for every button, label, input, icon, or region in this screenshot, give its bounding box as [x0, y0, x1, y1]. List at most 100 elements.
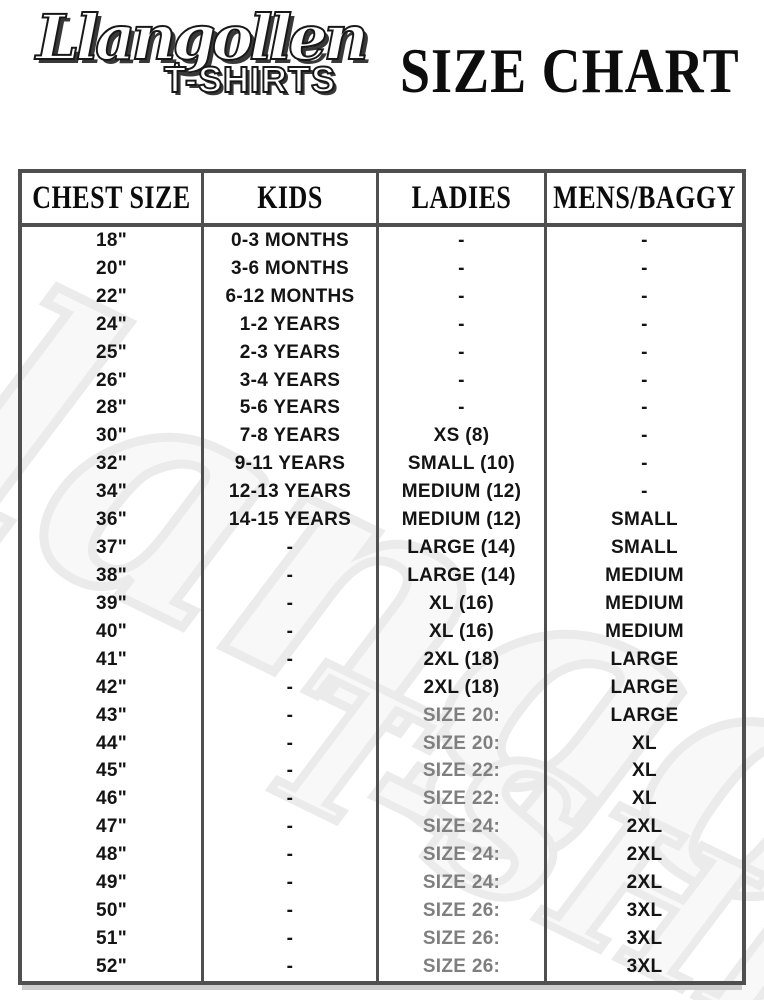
cell-ladies: SIZE 26:	[379, 952, 547, 981]
cell-mens-baggy: MEDIUM	[605, 592, 684, 614]
cell-kids: 3-6 MONTHS	[204, 254, 379, 283]
cell-kids: -	[204, 534, 379, 563]
cell-kids: 0-3 MONTHS	[204, 227, 379, 255]
cell-mens-baggy: -	[641, 341, 648, 363]
cell-mens-baggy: -	[641, 257, 648, 279]
cell-chest-size: 45"	[22, 757, 204, 786]
cell-kids: 5-6 YEARS	[204, 394, 379, 423]
cell-mens-baggy: MEDIUM	[605, 565, 684, 587]
table-row: 44" - SIZE 20: XL	[22, 729, 742, 758]
table-row: 50" - SIZE 26: 3XL	[22, 897, 742, 926]
cell-kids: 9-11 YEARS	[204, 450, 379, 479]
cell-mens-baggy: -	[641, 369, 648, 391]
cell-kids: 7-8 YEARS	[204, 422, 379, 451]
table-row: 34" 12-13 YEARS MEDIUM (12) -	[22, 478, 742, 507]
cell-mens-baggy: 3XL	[626, 900, 663, 922]
cell-ladies: 2XL (18)	[379, 645, 547, 674]
table-row: 28" 5-6 YEARS - -	[22, 394, 742, 423]
cell-kids: 14-15 YEARS	[204, 506, 379, 535]
cell-ladies: SIZE 24:	[379, 869, 547, 898]
cell-chest-size: 42"	[22, 673, 204, 702]
table-row: 32" 9-11 YEARS SMALL (10) -	[22, 450, 742, 479]
cell-ladies: MEDIUM (12)	[379, 478, 547, 507]
cell-kids: -	[204, 589, 379, 618]
cell-ladies: SMALL (10)	[379, 450, 547, 479]
cell-mens-baggy: XL	[632, 732, 657, 754]
cell-ladies: XL (16)	[379, 589, 547, 618]
cell-chest-size: 43"	[22, 701, 204, 730]
cell-mens-baggy: 3XL	[626, 928, 663, 949]
cell-kids: 3-4 YEARS	[204, 366, 379, 395]
cell-chest-size: 52"	[22, 952, 204, 981]
cell-ladies: -	[379, 338, 547, 367]
cell-ladies: SIZE 26:	[379, 897, 547, 926]
cell-mens-baggy: SMALL	[611, 509, 678, 531]
table-row: 42" -2XL (18) LARGE	[22, 673, 742, 702]
cell-chest-size: 20"	[22, 254, 204, 283]
cell-ladies: SIZE 26:	[379, 925, 547, 953]
table-body: 18" 0-3 MONTHS - -20" 3-6 MONTHS - -22" 6-12 MO…	[22, 227, 742, 981]
table-row: 37" - LARGE (14) SMALL	[22, 534, 742, 563]
cell-ladies: SIZE 22:	[379, 757, 547, 786]
cell-kids: -	[204, 729, 379, 758]
cell-mens-baggy: 2XL	[626, 816, 663, 838]
cell-kids: -	[204, 562, 379, 590]
cell-ladies: XS (8)	[379, 422, 547, 451]
cell-kids: -	[204, 813, 379, 842]
cell-mens-baggy: -	[641, 229, 648, 251]
brand-name: Llangollen	[35, 1, 370, 75]
brand-logo: Llangollen T-SHIRTS	[35, 1, 370, 102]
cell-chest-size: 50"	[22, 897, 204, 926]
cell-chest-size: 51"	[22, 925, 204, 953]
column-header-chest-size: CHEST SIZE	[22, 173, 204, 223]
cell-mens-baggy: SMALL	[611, 537, 678, 559]
cell-ladies: SIZE 20:	[379, 701, 547, 730]
cell-mens-baggy: 2XL	[626, 844, 663, 866]
cell-chest-size: 37"	[22, 534, 204, 563]
cell-chest-size: 25"	[22, 338, 204, 367]
table-row: 18" 0-3 MONTHS - -	[22, 227, 742, 255]
table-row: 52" - SIZE 26: 3XL	[22, 952, 742, 981]
cell-ladies: SIZE 24:	[379, 841, 547, 870]
table-row: 36" 14-15 YEARS MEDIUM (12) SMALL	[22, 506, 742, 535]
cell-ladies: SIZE 24:	[379, 813, 547, 842]
column-header-mens-baggy: MENS/BAGGY	[553, 179, 736, 216]
cell-chest-size: 47"	[22, 813, 204, 842]
cell-kids: 12-13 YEARS	[204, 478, 379, 507]
page-title: SIZE CHART	[400, 35, 740, 106]
table-row: 48" - SIZE 24: 2XL	[22, 841, 742, 870]
cell-kids: -	[204, 701, 379, 730]
cell-kids: -	[204, 645, 379, 674]
cell-mens-baggy: -	[641, 285, 648, 307]
cell-ladies: XL (16)	[379, 617, 547, 646]
table-row: 22" 6-12 MONTHS - -	[22, 282, 742, 311]
cell-ladies: -	[379, 366, 547, 395]
cell-kids: 6-12 MONTHS	[204, 282, 379, 311]
cell-chest-size: 39"	[22, 589, 204, 618]
cell-chest-size: 38"	[22, 562, 204, 590]
cell-chest-size: 48"	[22, 841, 204, 870]
cell-ladies: -	[379, 254, 547, 283]
table-row: 20" 3-6 MONTHS - -	[22, 254, 742, 283]
cell-ladies: SIZE 22:	[379, 785, 547, 814]
cell-kids: -	[204, 757, 379, 786]
table-row: 24" 1-2 YEARS - -	[22, 310, 742, 339]
cell-ladies: LARGE (14)	[379, 562, 547, 590]
cell-ladies: SIZE 20:	[379, 729, 547, 758]
cell-mens-baggy: -	[641, 425, 648, 447]
cell-chest-size: 32"	[22, 450, 204, 479]
table-row: 43" - SIZE 20: LARGE	[22, 701, 742, 730]
cell-mens-baggy: LARGE	[610, 704, 679, 726]
table-row: 49" - SIZE 24: 2XL	[22, 869, 742, 898]
table-row: 40" - XL (16) MEDIUM	[22, 617, 742, 646]
cell-mens-baggy: XL	[632, 760, 657, 782]
table-row: 39" - XL (16) MEDIUM	[22, 589, 742, 618]
cell-chest-size: 44"	[22, 729, 204, 758]
table-row: 41" -2XL (18) LARGE	[22, 645, 742, 674]
cell-kids: -	[204, 673, 379, 702]
cell-ladies: MEDIUM (12)	[379, 506, 547, 535]
cell-ladies: -	[379, 282, 547, 311]
column-header-ladies: LADIES	[379, 173, 547, 223]
cell-kids: -	[204, 952, 379, 981]
cell-kids: -	[204, 617, 379, 646]
